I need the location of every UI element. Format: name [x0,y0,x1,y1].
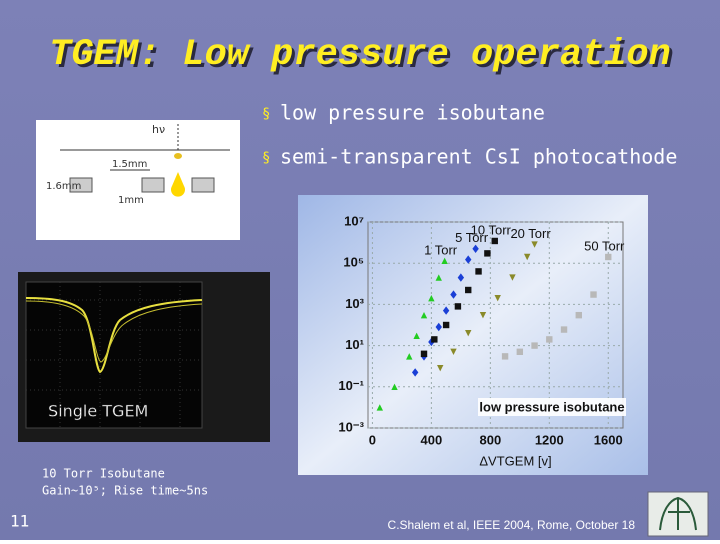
marker [428,294,435,302]
x-tick-label: 1600 [594,432,623,447]
marker [575,311,582,319]
x-axis-label: ΔVTGEM [v] [479,453,551,468]
marker [406,353,413,360]
plot-area [367,221,624,429]
marker [465,286,472,294]
marker [494,294,501,302]
y-tick-label: 10⁷ [344,213,364,228]
y-tick-label: 10⁵ [343,255,364,270]
marker [442,321,450,329]
series-label: 1 Torr [424,242,458,257]
marker [491,237,498,245]
logo-mark [659,496,697,531]
marker [523,253,531,261]
avalanche [171,172,186,197]
marker [376,404,383,411]
series-label: 50 Torr [584,238,625,253]
bullet: semi-transparent CsI photocathode [280,145,677,169]
scope-trace [25,300,203,363]
footer: C.Shalem et al, IEEE 2004, Rome, October… [388,518,636,532]
marker [465,255,472,264]
slide-number: 11 [10,512,29,531]
marker [457,273,465,282]
marker [454,303,462,310]
scope-trace [25,297,203,374]
series-label: 10 Torr [471,222,512,237]
diagram: hν 1.5mm 1.6mm 1mm [36,120,240,240]
marker [465,329,472,337]
marker [450,290,457,299]
marker [450,348,457,356]
annotation: low pressure isobutane [479,399,624,414]
marker [475,268,482,275]
marker [413,332,420,339]
caption: 10 Torr Isobutane [42,467,165,481]
marker [560,326,568,333]
marker [437,364,444,372]
series-label: 20 Torr [510,226,551,241]
title-shadow: TGEM: Low pressure operation [52,37,674,79]
title: TGEM: Low pressure operation [49,34,671,76]
x-tick-label: 1200 [535,432,564,447]
marker [431,336,438,343]
marker [484,250,491,257]
annotation-box [478,398,626,416]
scope-label: Single TGEM [48,402,148,421]
x-tick-label: 400 [421,432,443,447]
y-tick-label: 10³ [345,296,364,311]
y-tick-label: 10¹ [345,337,364,352]
marker [441,257,448,265]
oscilloscope: Single TGEM [18,272,270,442]
photon-label: hν [152,123,165,136]
series-label: 5 Torr [455,230,489,245]
bullet: low pressure isobutane [280,101,545,125]
y-tick-label: 10⁻¹ [338,378,364,393]
marker [605,253,612,261]
scope-screen [25,281,203,429]
electrode [191,177,215,193]
y-tick-label: 10⁻³ [338,419,364,434]
marker [435,274,442,281]
caption: Gain~10⁵; Rise time~5ns [42,484,208,498]
bullet-mark: § [262,106,270,122]
x-tick-label: 800 [479,432,501,447]
thickness-label: 1.6mm [46,181,81,192]
marker [516,348,524,356]
marker [442,306,450,315]
marker [479,311,487,319]
marker [531,342,538,349]
marker [411,368,419,377]
marker [472,244,479,254]
marker [546,336,553,343]
bullet-mark: § [262,150,270,166]
marker [501,353,509,360]
electrode [141,177,165,193]
marker [420,311,428,319]
marker [435,322,442,332]
electrode [69,177,93,193]
marker [531,241,538,248]
marker [420,350,428,357]
hole-label: 1mm [118,195,144,206]
photo-electron [174,153,182,159]
marker [509,274,516,281]
x-tick-label: 0 [369,432,376,447]
chart: 10⁻³ 10⁻¹ 10¹ 10³ 10⁵ 10⁷ 0 400 800 1200 1600 ΔVTGE… [338,213,626,468]
pitch-label: 1.5mm [112,159,147,170]
marker [391,383,398,390]
marker [590,291,597,298]
